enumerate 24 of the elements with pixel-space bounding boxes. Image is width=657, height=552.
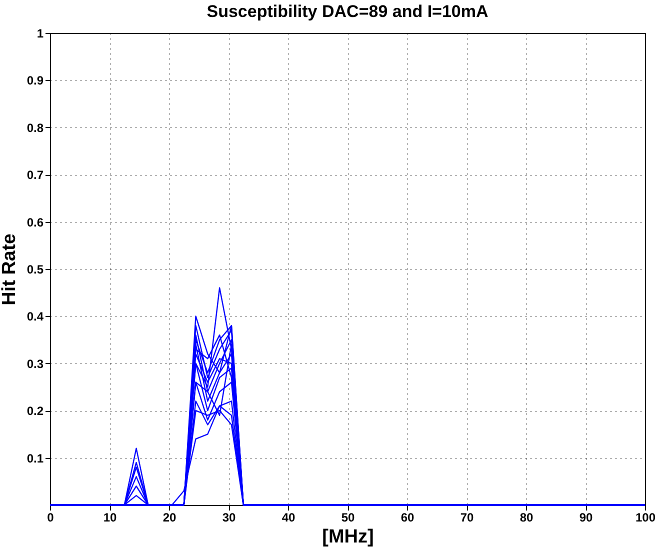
x-tick-label: 40 [282, 510, 296, 524]
x-tick-label: 80 [520, 510, 534, 524]
y-tick-label: 0.6 [26, 215, 44, 230]
x-tick-label: 100 [635, 510, 656, 524]
x-tick-label: 30 [222, 510, 236, 524]
x-axis-title: [MHz] [322, 526, 374, 548]
y-tick-label: 0.3 [26, 356, 44, 371]
y-tick-label: 0.8 [26, 120, 44, 135]
y-tick-label: 0.7 [26, 168, 44, 182]
x-tick-label: 10 [103, 510, 117, 524]
x-tick-label: 20 [162, 510, 176, 524]
y-tick-label: 0.4 [26, 310, 44, 324]
y-tick-label: 0.5 [26, 262, 44, 276]
y-axis-title: Hit Rate [0, 234, 20, 306]
x-tick-label: 70 [460, 510, 474, 524]
chart-title: Susceptibility DAC=89 and I=10mA [206, 2, 488, 21]
y-tick-label: 0.2 [26, 404, 44, 418]
y-tick-label: 0.1 [26, 451, 44, 466]
x-tick-label: 90 [579, 510, 593, 524]
y-tick-label: 1 [36, 26, 44, 40]
x-tick-label: 0 [47, 510, 54, 524]
x-tick-label: 50 [341, 510, 355, 524]
x-tick-label: 60 [400, 510, 414, 524]
y-tick-label: 0.9 [26, 74, 44, 88]
